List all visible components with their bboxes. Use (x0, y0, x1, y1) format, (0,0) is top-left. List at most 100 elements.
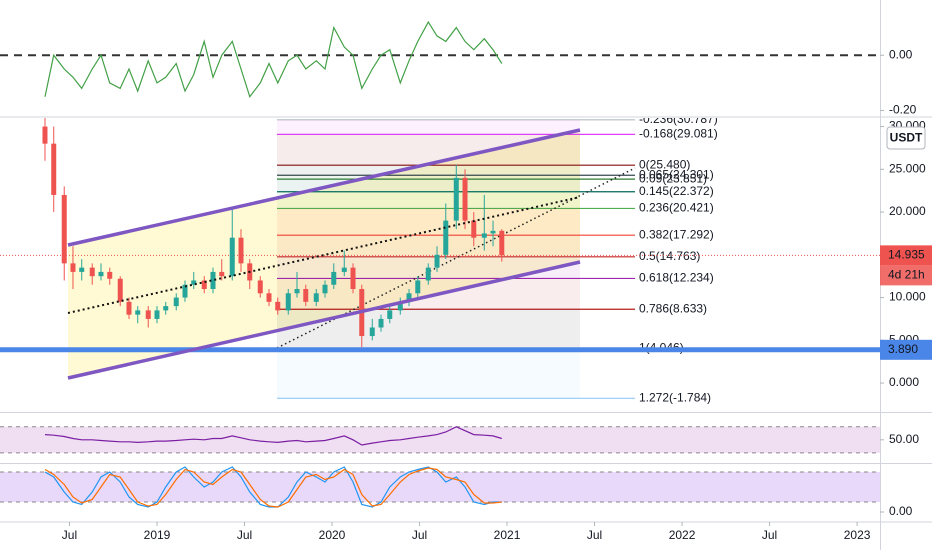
candle-body (415, 280, 421, 294)
fib-zone (277, 208, 580, 236)
y-tick-label: 20.000 (889, 204, 926, 218)
fib-label: 0.065(24.301) (639, 167, 714, 181)
candle-body (499, 230, 505, 256)
band-fill (0, 472, 880, 502)
candle-body (341, 267, 347, 272)
currency: USDT (890, 131, 923, 145)
candle-body (238, 237, 244, 264)
fib-label: 0.786(8.633) (639, 301, 707, 315)
candles (42, 118, 505, 348)
channel-upper (67, 128, 581, 247)
fib-label: 0.236(20.421) (639, 201, 714, 215)
candle-body (89, 267, 95, 277)
fib-zone (277, 309, 580, 349)
indicator-line (44, 20, 503, 98)
fib-zone (277, 179, 580, 192)
candle-body (182, 284, 188, 298)
candle-body (350, 267, 356, 290)
countdown-box (880, 265, 932, 286)
candle-body (331, 271, 337, 285)
candle-body (490, 230, 496, 234)
candle-body (378, 318, 384, 328)
candle-body (257, 280, 263, 294)
candle-body (229, 237, 235, 277)
candle-body (471, 220, 477, 238)
candle-body (322, 284, 328, 294)
candle-body (266, 293, 272, 302)
price-labels: 3.890 14.935 4d 21h (880, 245, 932, 360)
candle-body (154, 310, 160, 319)
candle-body (51, 143, 57, 195)
fib-label: 0.618(12.234) (639, 271, 714, 285)
x-tick-label: Jul (412, 528, 427, 542)
candle-body (294, 289, 300, 294)
fib-zone (277, 134, 580, 166)
y-tick-label: 0.00 (889, 47, 913, 61)
candle-body (173, 297, 179, 307)
candle-body (285, 293, 291, 311)
x-tick-label: Jul (762, 528, 777, 542)
y-tick-label: 0.000 (889, 375, 919, 389)
candle-body (369, 327, 375, 337)
candle-body (126, 301, 132, 315)
fib-label: -0.168(29.081) (639, 127, 718, 141)
candle-body (210, 271, 216, 290)
currency-box[interactable] (886, 126, 926, 150)
fib-zone (277, 165, 580, 176)
candle-body (425, 267, 431, 281)
fib-label: -0.236(30.787) (639, 112, 718, 126)
fib-label: 0(25.480) (639, 157, 690, 171)
x-tick-label: 2022 (669, 528, 696, 542)
candle-body (145, 310, 151, 319)
x-tick-label: 2023 (844, 528, 871, 542)
candle-body (406, 293, 412, 302)
candle-body (397, 301, 403, 311)
candle-body (303, 289, 309, 302)
fib-label: 0.382(17.292) (639, 227, 714, 241)
fib-label: 0.5(14.763) (639, 249, 700, 263)
candle-body (387, 310, 393, 319)
fib-zone (277, 119, 580, 135)
fib-label: 0.09(23.851) (639, 171, 707, 185)
fib-zone (277, 348, 580, 399)
fib-zone (277, 235, 580, 257)
fib-levels: -0.236(30.787)-0.168(29.081) 0(25.480)0.0… (277, 112, 718, 404)
y-tick-label: 50.00 (889, 432, 919, 446)
candle-body (481, 233, 487, 238)
candle-body (453, 177, 459, 221)
candle-body (135, 310, 141, 315)
last-price-label: 14.935 (888, 248, 925, 262)
candle-body (79, 267, 85, 272)
candle-body (275, 301, 281, 311)
channel-lower (67, 260, 581, 380)
candle-body (462, 177, 468, 221)
price-lines (0, 254, 880, 353)
candle-body (219, 271, 225, 277)
indicator-line (44, 426, 502, 446)
horizontal-line-box (880, 339, 932, 360)
x-tick-label: 2019 (144, 528, 171, 542)
x-tick-label: Jul (237, 528, 252, 542)
candle-body (434, 254, 440, 268)
indicator-bands (0, 54, 880, 503)
candle-body (107, 271, 113, 279)
y-tick-label: 25.000 (889, 161, 926, 175)
y-tick-label: -0.20 (889, 103, 917, 117)
candle-body (201, 280, 207, 290)
indicator-lines (44, 20, 503, 508)
countdown: 4d 21h (888, 268, 925, 282)
fib-label: 0.145(22.372) (639, 184, 714, 198)
horizontal-line-label: 3.890 (888, 342, 918, 356)
x-tick-label: Jul (587, 528, 602, 542)
band-fill (0, 426, 880, 453)
candle-body (98, 271, 104, 277)
candle-body (313, 293, 319, 302)
last-price-box (880, 245, 932, 266)
y-tick-label: 0.00 (889, 504, 913, 518)
candle-body (61, 194, 67, 264)
indicator-line (44, 467, 502, 508)
main-panel: -0.236(30.787)-0.168(29.081) 0(25.480)0.0… (0, 112, 880, 404)
candle-body (117, 278, 123, 302)
fib-zone (277, 191, 580, 209)
